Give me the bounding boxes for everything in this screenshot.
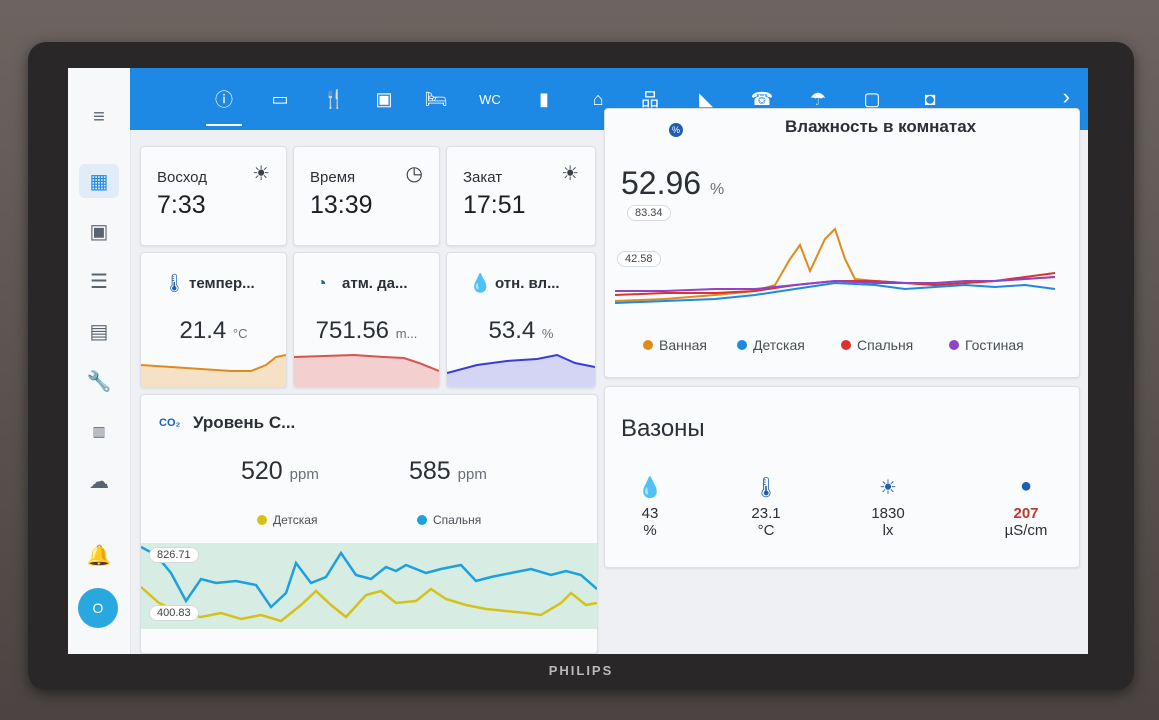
legend-bedroom-room[interactable]: Спальня xyxy=(841,337,913,353)
map-icon[interactable]: ▣ xyxy=(89,220,109,243)
co2-bedroom-value: 585 ppm xyxy=(409,457,487,485)
plant-illuminance[interactable]: ☀ 1830 lx xyxy=(853,475,923,539)
tab-camera-icon[interactable]: ◣ xyxy=(699,88,713,109)
plant-conductivity[interactable]: ● 207 µS/cm xyxy=(991,475,1061,539)
sunrise-value: 7:33 xyxy=(157,191,206,219)
legend-bedroom[interactable]: Спальня xyxy=(417,513,481,527)
tab-home-icon[interactable]: ⌂ xyxy=(592,88,604,109)
plants-card[interactable]: Вазоны 💧 43% 🌡 23.1 °C ☀ 1830 lx ● 207 µS/c… xyxy=(604,386,1080,568)
wrench-icon[interactable]: 🔧 xyxy=(86,370,112,393)
sunrise-card[interactable]: Восход 7:33 ☀ xyxy=(140,146,287,246)
legend-kids[interactable]: Детская xyxy=(257,513,317,527)
sunset-icon: ☀ xyxy=(561,163,579,185)
time-card[interactable]: Время 13:39 ◷ xyxy=(293,146,440,246)
co2-icon: CO₂ xyxy=(159,417,181,429)
humidity-value: 53.4 % xyxy=(488,317,554,344)
humidity-rooms-card[interactable]: Влажность в комнатах % 52.96 % 83.34 42.… xyxy=(604,108,1080,378)
humidity-min-label: 42.58 xyxy=(617,251,661,267)
sun-icon: ☀ xyxy=(879,477,897,499)
tab-bed-icon[interactable]: 🛏 xyxy=(424,88,448,109)
humidity-rooms-value: 52.96 % xyxy=(621,165,725,201)
sunset-card[interactable]: Закат 17:51 ☀ xyxy=(446,146,596,246)
humidity-sparkline xyxy=(447,353,595,387)
logbook-icon[interactable]: ☰ xyxy=(90,270,108,293)
sunset-value: 17:51 xyxy=(463,191,526,219)
humidity-rooms-icon: % xyxy=(669,123,683,137)
tab-system-icon[interactable]: ◘ xyxy=(924,88,936,109)
tab-chip-icon[interactable]: ▢ xyxy=(863,88,881,109)
co2-card[interactable]: CO₂ Уровень С... 520 ppm 585 ppm Детская… xyxy=(140,394,598,654)
pressure-sparkline xyxy=(294,353,439,387)
sunrise-icon: ☀ xyxy=(252,163,270,185)
sunset-label: Закат xyxy=(463,169,503,186)
tab-network-icon[interactable]: 品 xyxy=(641,90,659,110)
temperature-sparkline xyxy=(141,354,286,387)
sidebar: ≡ ▦ ▣ ☰ ▤ 🔧 ▥ ☁ 🔔 O xyxy=(68,68,131,654)
hacs-icon[interactable]: ▥ xyxy=(92,422,106,439)
tab-tv-icon[interactable]: ▭ xyxy=(271,88,289,109)
tab-wc[interactable]: WC xyxy=(479,91,501,107)
tab-living-icon[interactable]: ▣ xyxy=(375,88,393,109)
co2-chart xyxy=(141,543,597,629)
pressure-card[interactable]: ◔ атм. да... 751.56 m... xyxy=(293,252,440,388)
temperature-card[interactable]: 🌡 темпер... 21.4 °C xyxy=(140,252,287,388)
water-percent-icon: 💧 xyxy=(469,273,492,293)
avatar[interactable]: O xyxy=(78,588,118,628)
bell-icon[interactable]: 🔔 xyxy=(86,544,112,567)
temperature-title: темпер... xyxy=(189,275,255,292)
time-value: 13:39 xyxy=(310,191,373,219)
humidity-title: отн. вл... xyxy=(495,275,560,292)
tab-battery-icon[interactable]: ▮ xyxy=(539,88,549,109)
monitor-brand: PHILIPS xyxy=(548,663,614,678)
plants-title: Вазоны xyxy=(621,415,705,442)
co2-title: Уровень С... xyxy=(193,413,296,432)
humidity-max-label: 83.34 xyxy=(627,205,671,221)
humidity-rooms-title: Влажность в комнатах xyxy=(785,117,977,136)
legend-living-room[interactable]: Гостиная xyxy=(949,337,1024,353)
sunrise-label: Восход xyxy=(157,169,207,186)
pressure-value: 751.56 m... xyxy=(315,317,418,344)
co2-max-label: 826.71 xyxy=(149,547,199,563)
conductivity-icon: ● xyxy=(1019,475,1033,497)
plant-temperature[interactable]: 🌡 23.1 °C xyxy=(731,475,801,539)
humidity-rooms-chart xyxy=(614,227,1056,304)
dashboard-screen: ≡ ▦ ▣ ☰ ▤ 🔧 ▥ ☁ 🔔 O ⓘ ▭ 🍴 ▣ 🛏 WC ▮ ⌂ 品 ◣… xyxy=(68,68,1088,654)
tab-phone-icon[interactable]: ☎ xyxy=(750,88,774,109)
thermometer-icon: 🌡 xyxy=(163,273,186,293)
tab-kitchen-icon[interactable]: 🍴 xyxy=(322,88,346,109)
gauge-icon: ◔ xyxy=(316,273,327,293)
pressure-title: атм. да... xyxy=(342,275,408,292)
time-label: Время xyxy=(310,169,356,186)
history-icon[interactable]: ▤ xyxy=(89,320,109,343)
plant-moisture[interactable]: 💧 43% xyxy=(615,475,685,539)
legend-kids-room[interactable]: Детская xyxy=(737,337,805,353)
dashboard-icon[interactable]: ▦ xyxy=(79,164,119,198)
temperature-value: 21.4 °C xyxy=(179,317,248,344)
co2-kids-value: 520 ppm xyxy=(241,457,319,485)
tab-info-icon[interactable]: ⓘ xyxy=(204,84,244,126)
co2-min-label: 400.83 xyxy=(149,605,199,621)
humidity-card[interactable]: 💧 отн. вл... 53.4 % xyxy=(446,252,596,388)
cloud-icon[interactable]: ☁ xyxy=(89,470,109,493)
clock-icon: ◷ xyxy=(405,163,423,185)
legend-bathroom[interactable]: Ванная xyxy=(643,337,707,353)
water-drop-icon: 💧 xyxy=(637,477,663,499)
tab-weather-icon[interactable]: ☂ xyxy=(809,88,827,109)
menu-icon[interactable]: ≡ xyxy=(93,105,105,128)
thermometer-icon: 🌡 xyxy=(753,477,779,499)
chevron-right-icon[interactable]: › xyxy=(1062,84,1070,109)
